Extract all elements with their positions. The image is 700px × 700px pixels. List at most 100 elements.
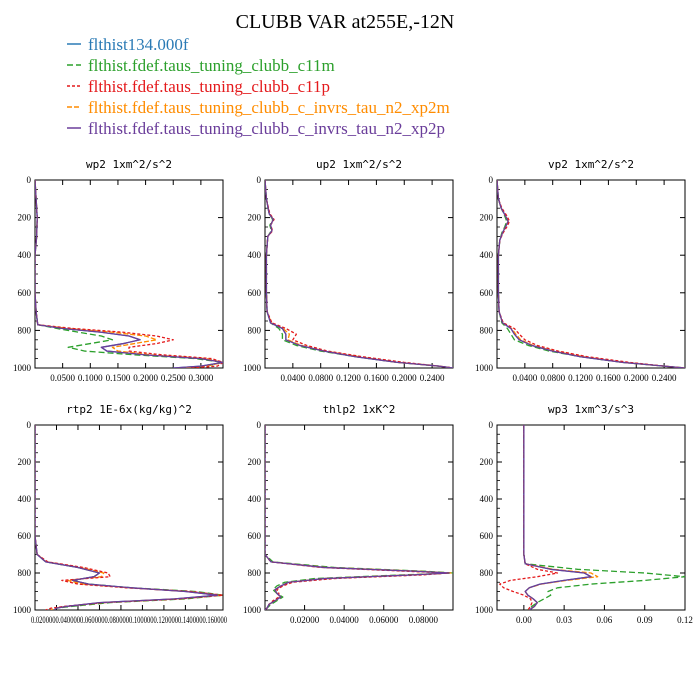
legend-label: flthist134.000f [88, 35, 189, 54]
legend-item: flthist134.000f [67, 35, 189, 54]
series-line [35, 425, 221, 610]
y-tick-label: 600 [480, 531, 494, 541]
series-group [499, 425, 685, 610]
panel-title: rtp2 1E-6x(kg/kg)^2 [66, 403, 192, 416]
x-tick-label: 0.2000 [133, 373, 158, 383]
chart-panel: wp3 1xm^3/s^3 0 200 400 600 800 1000 0.00 0.03 0.… [475, 403, 693, 625]
panels: wp2 1xm^2/s^2 0 200 400 600 800 1000 0.0500 0.10… [13, 158, 693, 625]
x-tick-label: 0.2400 [652, 373, 677, 383]
series-line [265, 425, 450, 610]
y-tick-label: 0 [489, 420, 494, 430]
x-tick-label: 0.1000 [78, 373, 103, 383]
x-tick-label: 0.08000 [409, 615, 439, 625]
series-line [35, 180, 223, 368]
series-line [35, 425, 223, 610]
chart-panel: rtp2 1E-6x(kg/kg)^2 0 200 400 600 800 10000.02… [13, 403, 227, 625]
x-tick-label: 0.1500 [106, 373, 131, 383]
chart-panel: wp2 1xm^2/s^2 0 200 400 600 800 1000 0.0500 0.10… [13, 158, 224, 383]
legend-label: flthist.fdef.taus_tuning_clubb_c_invrs_t… [88, 119, 445, 138]
x-tick-label: 0.12 [677, 615, 693, 625]
series-line [35, 425, 223, 610]
x-tick-label: 0.06 [597, 615, 613, 625]
x-tick-label: 0.0400 [512, 373, 537, 383]
y-tick-label: 0 [27, 175, 32, 185]
x-tick-label: 0.03 [556, 615, 572, 625]
y-tick-label: 1000 [243, 363, 262, 373]
x-tick-label: 0.0800 [540, 373, 565, 383]
plot-frame [34, 179, 224, 369]
series-line [265, 180, 453, 368]
legend: flthist134.000f flthist.fdef.taus_tuning_… [67, 35, 450, 138]
series-line [35, 180, 223, 368]
y-tick-label: 0 [489, 175, 494, 185]
x-tick-label: 0.06000 [369, 615, 399, 625]
y-tick-label: 0 [27, 420, 32, 430]
legend-item: flthist.fdef.taus_tuning_clubb_c_invrs_t… [67, 98, 450, 117]
y-tick-label: 800 [480, 568, 494, 578]
panel-title: wp3 1xm^3/s^3 [548, 403, 634, 416]
panel-title: vp2 1xm^2/s^2 [548, 158, 634, 171]
panel-title: up2 1xm^2/s^2 [316, 158, 402, 171]
series-line [523, 425, 599, 610]
series-line [35, 425, 219, 610]
y-tick-label: 400 [480, 494, 494, 504]
y-tick-label: 0 [257, 175, 262, 185]
series-group [497, 180, 685, 368]
series-line [497, 180, 685, 368]
plot-frame [34, 424, 224, 611]
series-line [35, 180, 223, 368]
y-tick-label: 400 [18, 250, 32, 260]
legend-label: flthist.fdef.taus_tuning_clubb_c11m [88, 56, 335, 75]
y-tick-label: 400 [18, 494, 32, 504]
legend-label: flthist.fdef.taus_tuning_clubb_c_invrs_t… [88, 98, 450, 117]
chart-panel: thlp2 1xK^2 0 200 400 600 800 1000 0.02000 0.040… [243, 403, 454, 625]
figure-title: CLUBB VAR at255E,-12N [236, 11, 455, 33]
x-tick-label: 0.2000 [624, 373, 649, 383]
series-line [523, 425, 592, 610]
y-tick-label: 1000 [13, 605, 32, 615]
x-tick-label: 0.1200 [336, 373, 361, 383]
x-tick-label: 0.0400 [280, 373, 305, 383]
y-tick-label: 0 [257, 420, 262, 430]
panel-title: thlp2 1xK^2 [323, 403, 396, 416]
x-tick-label: 0.1600 [364, 373, 389, 383]
x-tick-label: 0.2000 [392, 373, 417, 383]
x-tick-label: 0.0800 [308, 373, 333, 383]
x-tick-label: 0.3000 [189, 373, 214, 383]
x-tick-label: 0.1600 [596, 373, 621, 383]
y-tick-label: 200 [248, 213, 262, 223]
legend-item: flthist.fdef.taus_tuning_clubb_c11p [67, 77, 330, 96]
x-tick-label: 0.2400 [420, 373, 445, 383]
y-tick-label: 1000 [475, 605, 494, 615]
y-tick-label: 600 [480, 288, 494, 298]
y-tick-label: 400 [248, 494, 262, 504]
y-tick-label: 800 [480, 325, 494, 335]
series-group [265, 180, 453, 368]
series-line [35, 425, 219, 610]
x-tick-label: 0.0500 [50, 373, 75, 383]
x-tick-label: 0.00 [516, 615, 532, 625]
series-group [265, 425, 453, 610]
x-tick-label: 0.2500 [161, 373, 186, 383]
series-line [265, 180, 453, 368]
legend-item: flthist.fdef.taus_tuning_clubb_c11m [67, 56, 335, 75]
y-tick-label: 800 [18, 568, 32, 578]
y-tick-label: 600 [248, 531, 262, 541]
y-tick-label: 200 [480, 213, 494, 223]
y-tick-label: 800 [18, 325, 32, 335]
y-tick-label: 800 [248, 568, 262, 578]
y-tick-label: 400 [480, 250, 494, 260]
y-tick-label: 600 [18, 288, 32, 298]
plot-frame [496, 424, 686, 611]
series-group [35, 425, 223, 610]
y-tick-label: 200 [480, 457, 494, 467]
chart-panel: vp2 1xm^2/s^2 0 200 400 600 800 1000 0.0400 0.08… [475, 158, 686, 383]
series-line [35, 180, 223, 368]
y-tick-label: 800 [248, 325, 262, 335]
y-tick-label: 400 [248, 250, 262, 260]
y-tick-label: 1000 [13, 363, 32, 373]
y-tick-label: 600 [18, 531, 32, 541]
y-tick-label: 200 [248, 457, 262, 467]
y-tick-label: 200 [18, 457, 32, 467]
